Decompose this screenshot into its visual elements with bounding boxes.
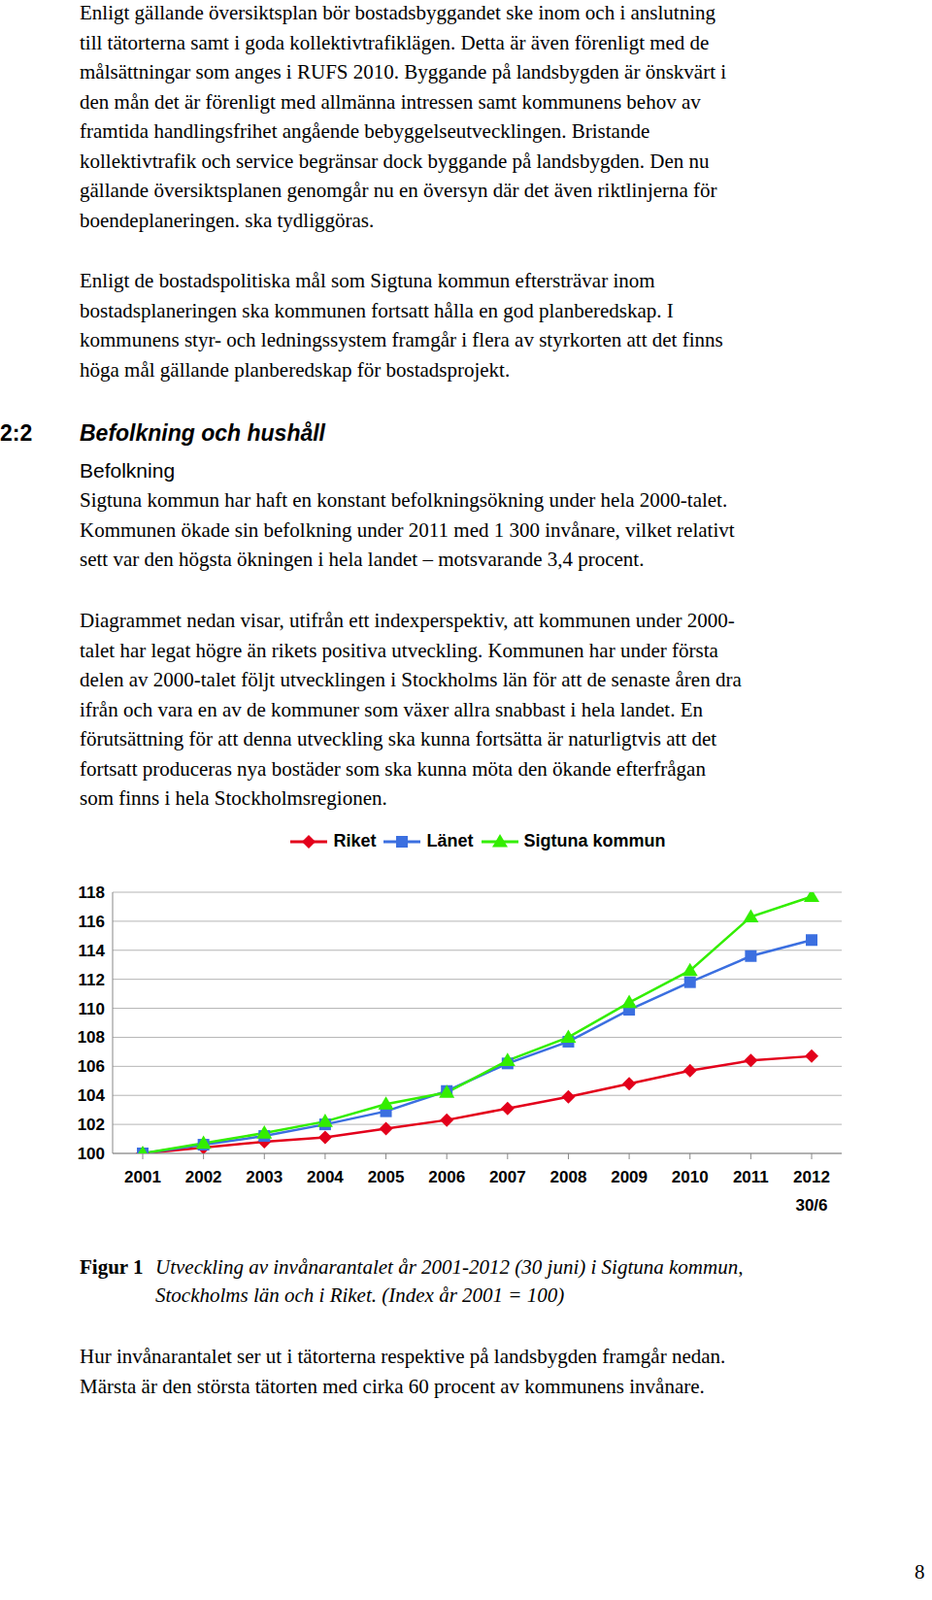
svg-text:110: 110 — [78, 999, 105, 1019]
html-text:Märsta är den största tätorten: Märsta är den största tätorten med cirka… — [79, 1374, 705, 1398]
html-text:till tätorterna samt i goda ko: till tätorterna samt i goda kollektivtra… — [79, 30, 710, 54]
svg-text:2003: 2003 — [245, 1167, 283, 1187]
html-text:Utveckling av invånarantalet å: Utveckling av invånarantalet år 2001-201… — [155, 1255, 744, 1279]
html-text:ifrån och vara en av de kommun: ifrån och vara en av de kommuner som väx… — [79, 697, 703, 721]
svg-text:2008: 2008 — [550, 1167, 588, 1187]
svg-text:102: 102 — [77, 1115, 105, 1134]
html-text:fortsatt produceras nya bostäd: fortsatt produceras nya bostäder som ska… — [79, 756, 706, 781]
svg-text:2004: 2004 — [306, 1167, 344, 1187]
html-text:Riket: Riket — [333, 831, 377, 851]
html-text:framtida handlingsfrihet angåe: framtida handlingsfrihet angående bebygg… — [79, 119, 650, 143]
html-text:Sigtuna kommun: Sigtuna kommun — [523, 831, 666, 851]
html-text:sett var den högsta ökningen i: sett var den högsta ökningen i hela land… — [79, 547, 645, 571]
html-text:Diagrammet nedan visar, utifrå: Diagrammet nedan visar, utifrån ett inde… — [79, 608, 735, 633]
svg-text:201230/6: 201230/6 — [793, 1167, 831, 1215]
html-text:förutsättning för att denna ut: förutsättning för att denna utveckling s… — [79, 727, 717, 751]
html-text:bostadsplaneringen ska kommune: bostadsplaneringen ska kommunen fortsatt… — [79, 298, 674, 322]
html-text:Länet: Länet — [426, 831, 474, 851]
html-text:Figur 1: Figur 1 — [79, 1255, 144, 1279]
html-text:Stockholms län och i Riket. (I: Stockholms län och i Riket. (Index år 20… — [155, 1283, 565, 1307]
svg-text:2006: 2006 — [428, 1167, 466, 1187]
svg-text:114: 114 — [78, 941, 106, 961]
html-text:talet har legat högre än riket: talet har legat högre än rikets positiva… — [79, 638, 719, 662]
svg-text:108: 108 — [77, 1028, 105, 1047]
html-text:gällande översiktsplanen genom: gällande översiktsplanen genomgår nu en … — [79, 178, 718, 202]
svg-text:2001: 2001 — [124, 1167, 162, 1187]
html-text:boendeplaneringen. ska tydligg: boendeplaneringen. ska tydliggöras. — [79, 208, 375, 232]
html-text:8: 8 — [914, 1560, 925, 1584]
svg-text:2009: 2009 — [610, 1167, 648, 1187]
html-text:Enligt de bostadspolitiska mål: Enligt de bostadspolitiska mål som Sigtu… — [79, 268, 655, 293]
svg-text:104: 104 — [77, 1086, 106, 1105]
html-text:Befolkning och hushåll: Befolkning och hushåll — [79, 420, 326, 446]
html-text:kommunens styr- och ledningssy: kommunens styr- och ledningssystem framg… — [79, 328, 723, 352]
html-text:kollektivtrafik och service be: kollektivtrafik och service begränsar do… — [79, 149, 710, 173]
svg-text:2005: 2005 — [367, 1167, 405, 1187]
html-text:den mån det är förenligt med a: den mån det är förenligt med allmänna in… — [79, 89, 701, 114]
svg-text:2011: 2011 — [732, 1167, 769, 1187]
html-text:Sigtuna kommun har haft en kon: Sigtuna kommun har haft en konstant befo… — [79, 488, 728, 512]
html-text:som finns i hela Stockholmsreg: som finns i hela Stockholmsregionen. — [79, 786, 388, 810]
html-text:målsättningar som anges i RUFS: målsättningar som anges i RUFS 2010. Byg… — [79, 60, 727, 84]
html-text:Hur invånarantalet ser ut i tä: Hur invånarantalet ser ut i tätorterna r… — [79, 1344, 726, 1368]
html-text:2:2: 2:2 — [0, 420, 33, 446]
html-text:Befolkning: Befolkning — [79, 459, 175, 482]
svg-text:116: 116 — [78, 912, 105, 932]
svg-text:118: 118 — [78, 883, 105, 902]
svg-text:100: 100 — [77, 1144, 105, 1164]
html-text:Enligt gällande översiktsplan: Enligt gällande översiktsplan bör bostad… — [79, 0, 716, 25]
svg-text:2002: 2002 — [185, 1167, 223, 1187]
svg-text:112: 112 — [78, 970, 105, 990]
svg-text:106: 106 — [77, 1057, 105, 1076]
svg-text:2010: 2010 — [671, 1167, 709, 1187]
html-text:Kommunen ökade sin befolkning: Kommunen ökade sin befolkning under 2011… — [79, 517, 735, 542]
html-text:höga mål gällande planberedska: höga mål gällande planberedskap för bost… — [79, 357, 510, 382]
svg-text:2007: 2007 — [489, 1167, 527, 1187]
html-text:delen av 2000-talet följt utve: delen av 2000-talet följt utvecklingen i… — [79, 667, 742, 692]
